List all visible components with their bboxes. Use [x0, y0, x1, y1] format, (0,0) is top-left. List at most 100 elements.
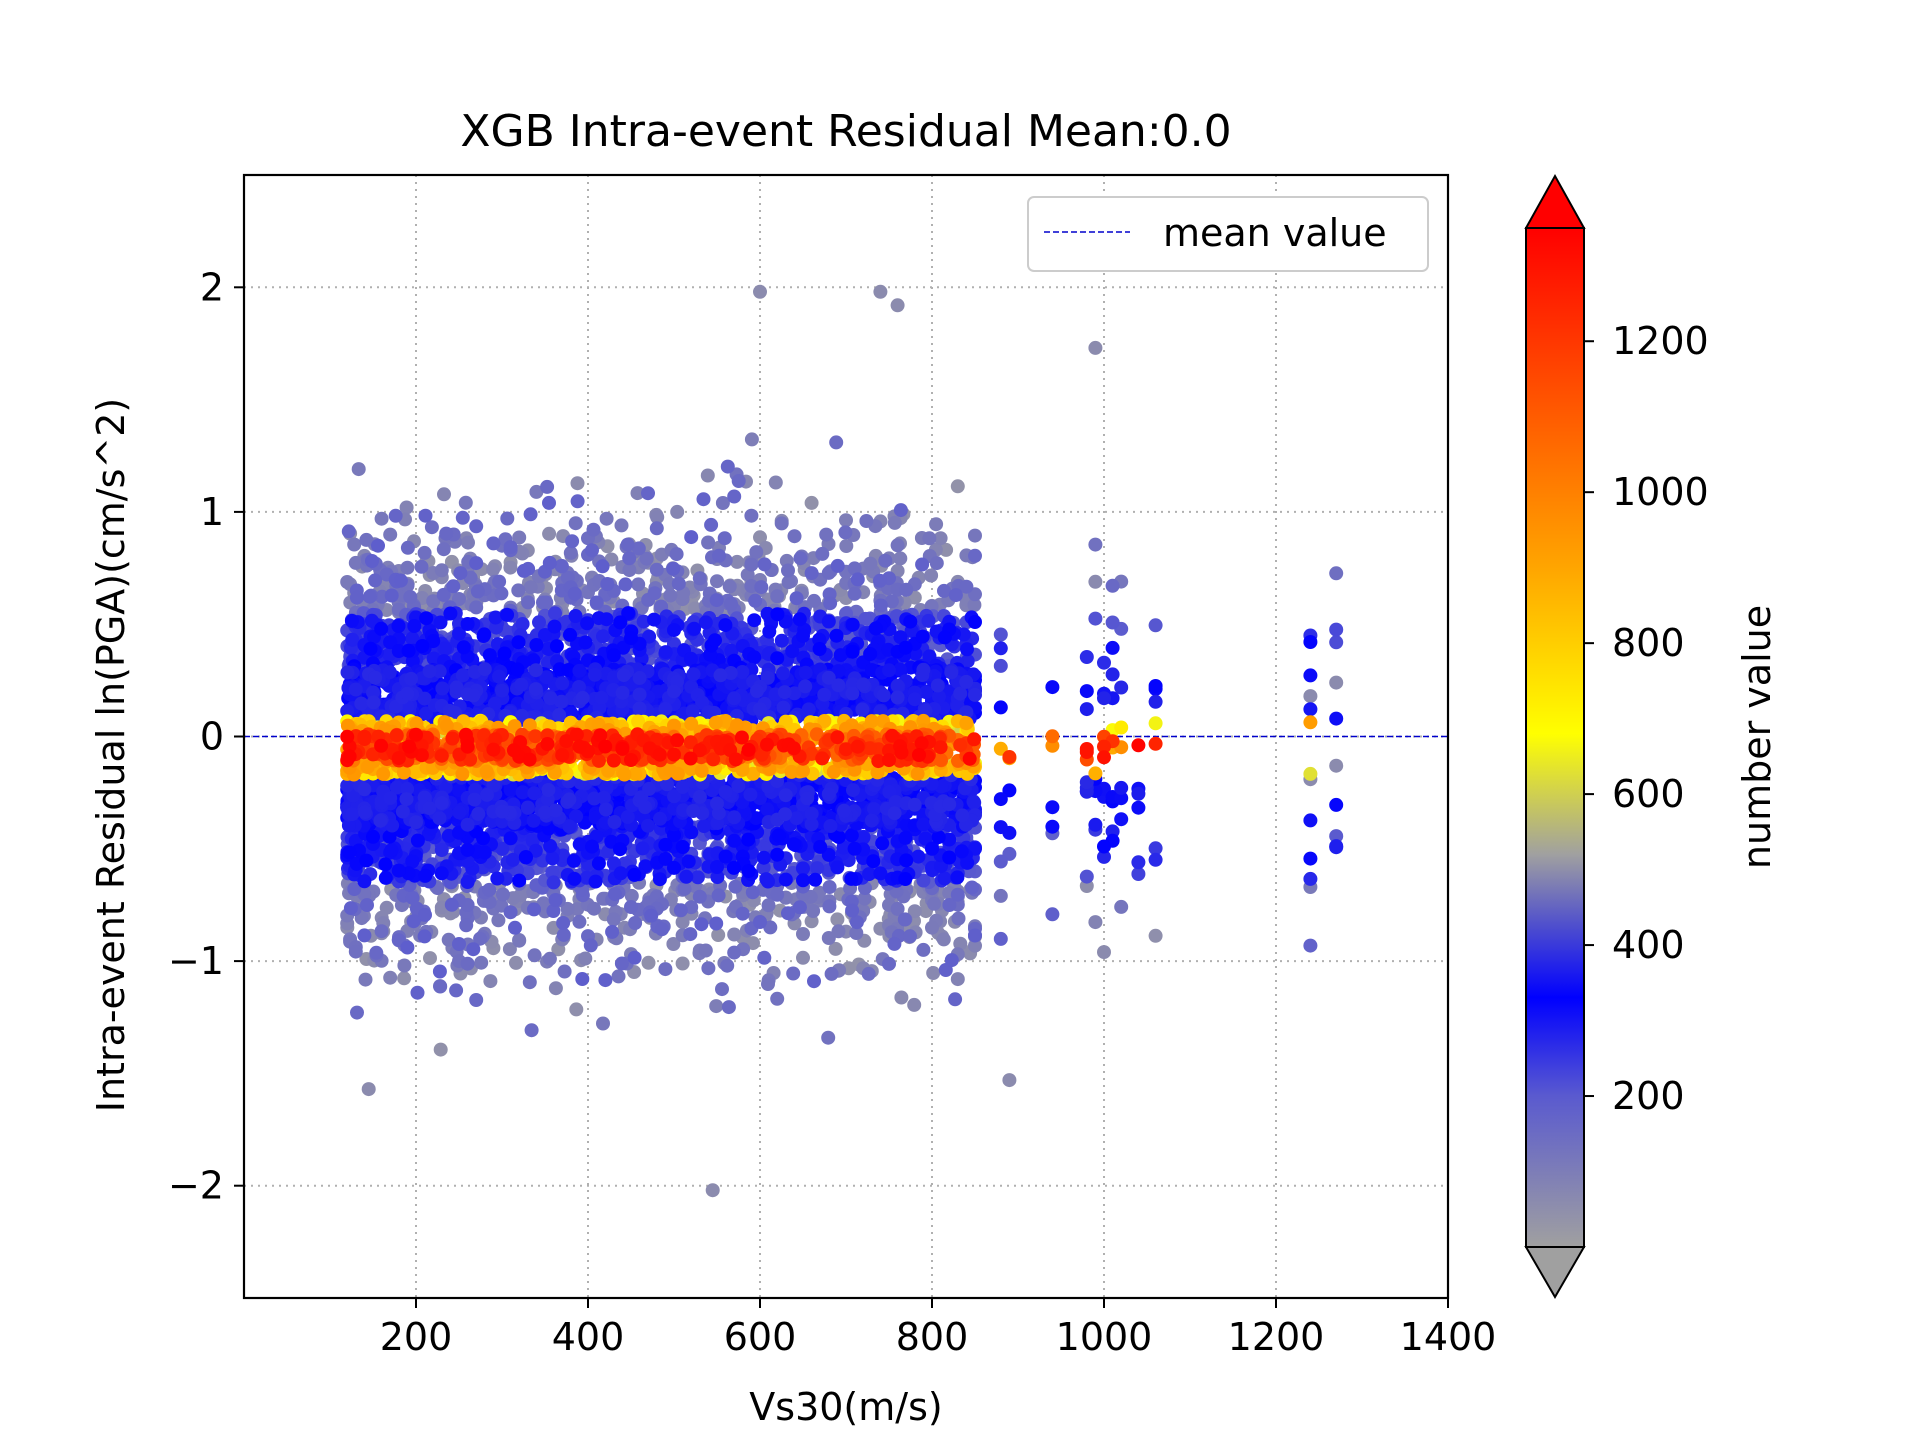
data-point: [721, 1000, 736, 1015]
data-point: [804, 566, 819, 581]
data-point: [770, 651, 785, 666]
data-point: [497, 646, 512, 661]
data-point: [681, 854, 696, 869]
data-point: [351, 462, 366, 477]
data-point: [607, 887, 622, 902]
data-point: [715, 982, 729, 997]
data-point: [364, 613, 379, 628]
data-point: [727, 691, 742, 706]
data-point: [417, 545, 432, 560]
data-point: [847, 841, 862, 856]
data-point: [872, 573, 887, 588]
data-point: [600, 577, 615, 591]
data-point: [1105, 578, 1120, 593]
data-point: [368, 573, 383, 588]
data-point: [937, 871, 952, 886]
data-point: [663, 588, 678, 603]
data-point: [960, 642, 974, 657]
data-point: [404, 671, 419, 686]
data-point: [358, 972, 373, 987]
data-point: [709, 999, 724, 1014]
data-point: [741, 864, 756, 878]
data-point: [855, 702, 870, 717]
data-point: [422, 664, 437, 679]
data-point: [916, 817, 931, 832]
data-point: [1303, 938, 1318, 953]
data-point: [950, 972, 965, 987]
data-point: [482, 882, 497, 897]
data-point: [433, 1042, 448, 1057]
data-point: [792, 612, 807, 627]
data-point: [968, 548, 982, 563]
data-point: [731, 474, 746, 488]
data-point: [968, 528, 982, 543]
data-point: [718, 849, 733, 864]
data-point: [786, 966, 801, 981]
data-point: [756, 850, 771, 865]
data-point: [815, 546, 830, 561]
data-point: [849, 926, 864, 940]
data-point: [686, 667, 701, 682]
data-point: [405, 890, 420, 905]
data-point: [821, 1030, 836, 1045]
data-point: [467, 792, 482, 807]
data-point: [437, 487, 451, 502]
data-point: [828, 941, 843, 956]
data-point: [796, 628, 810, 643]
data-point: [1148, 679, 1163, 693]
data-point: [882, 663, 896, 678]
data-point: [348, 944, 363, 959]
data-point: [819, 527, 834, 542]
data-point: [967, 598, 982, 612]
data-point: [993, 792, 1008, 807]
data-point: [492, 574, 507, 589]
data-point: [542, 951, 557, 966]
data-point: [486, 536, 501, 551]
data-point: [452, 937, 466, 951]
data-point: [568, 609, 583, 623]
data-point: [347, 537, 362, 552]
data-point: [1148, 852, 1163, 867]
data-point: [727, 833, 742, 848]
data-point: [449, 983, 464, 998]
data-point: [1045, 819, 1060, 834]
data-point: [821, 787, 836, 801]
data-point: [369, 945, 384, 960]
data-point: [460, 617, 475, 631]
data-point: [434, 866, 449, 881]
data-point: [361, 1082, 376, 1097]
data-point: [761, 874, 775, 889]
data-point: [822, 899, 837, 914]
data-point: [512, 530, 527, 545]
data-point: [847, 586, 862, 601]
data-point: [1303, 871, 1318, 886]
data-point: [839, 539, 854, 553]
data-point: [887, 515, 902, 530]
data-point: [655, 922, 669, 937]
data-point: [955, 808, 970, 823]
data-point: [993, 931, 1008, 946]
data-point: [649, 521, 664, 536]
data-point: [350, 1005, 364, 1020]
data-point: [1303, 689, 1318, 704]
data-point: [798, 665, 813, 680]
data-point: [514, 677, 529, 692]
data-point: [628, 916, 643, 930]
data-point: [942, 898, 957, 912]
data-point: [520, 800, 535, 815]
data-point: [830, 860, 845, 875]
data-point: [669, 547, 684, 562]
data-point: [480, 787, 494, 802]
data-point: [899, 853, 914, 868]
data-point: [340, 575, 355, 589]
data-point: [455, 668, 470, 683]
data-point: [474, 955, 489, 970]
data-point: [666, 561, 681, 576]
data-point: [383, 527, 398, 542]
data-point: [916, 662, 931, 677]
data-point: [572, 914, 587, 929]
data-point: [642, 629, 657, 644]
data-point: [876, 688, 891, 703]
data-point: [523, 580, 538, 595]
data-point: [400, 940, 415, 955]
